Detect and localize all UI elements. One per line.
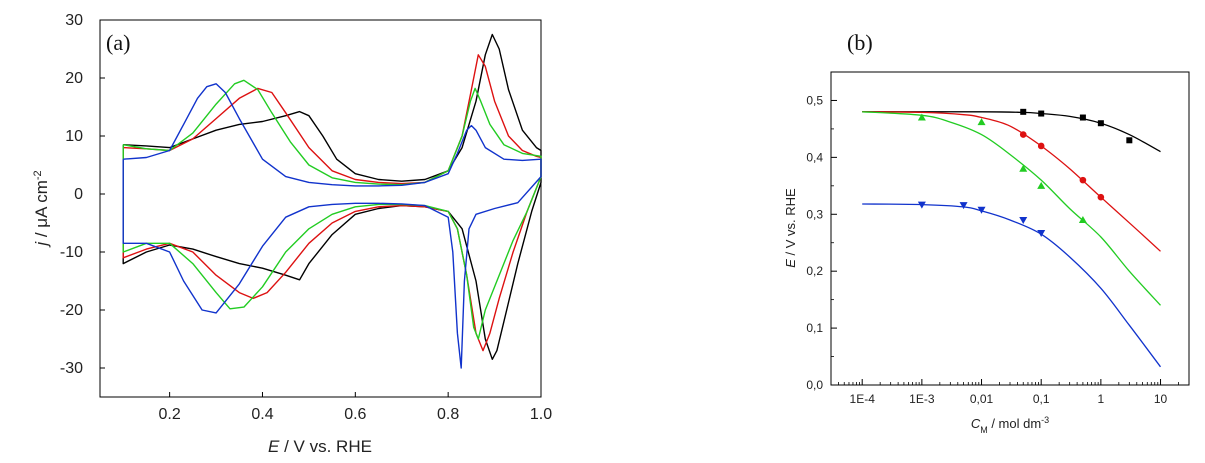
panel-a-cv-curve-0 (122, 33, 542, 360)
panel-b-y-tick-label-3: 0,3 (806, 207, 823, 221)
panel-b-marker-0-0 (1020, 108, 1027, 115)
panel-b-x-axis-var: C (971, 416, 981, 431)
panel-a-x-tick-label-4: 1.0 (530, 406, 552, 423)
panel-b-marker-2-0 (917, 113, 926, 121)
panel-b-y-axis-unit: / V vs. RHE (783, 188, 798, 259)
panel-b-marker-3-2 (977, 206, 986, 214)
panel-b-marker-3-0 (917, 201, 926, 209)
panel-a-x-tick-label-3: 0.8 (437, 406, 459, 423)
panel-b-x-tick-label-2: 0,01 (970, 392, 994, 406)
panel-b-x-axis-title: CM / mol dm-3 (971, 415, 1049, 435)
panel-b-marker-2-3 (1037, 181, 1046, 189)
panel-b-x-axis-exponent: -3 (1041, 415, 1049, 425)
panel-b-fit-curve-0 (862, 111, 1161, 153)
panel-b-y-tick-label-0: 0,0 (806, 378, 823, 392)
panel-b-marker-2-1 (977, 118, 986, 126)
panel-a-y-tick-label-0: 30 (65, 12, 83, 29)
panel-a-x-axis-unit: / V vs. RHE (279, 437, 372, 456)
panel-a-y-tick-label-2: 10 (65, 128, 83, 145)
panel-a-curves (122, 33, 542, 369)
panel-a-x-tick-label-2: 0.6 (344, 406, 366, 423)
panel-b-y-tick-label-2: 0,2 (806, 264, 823, 278)
panel-a: 0.2 0.4 0.6 0.8 1.0 30 20 10 0 -10 -20 -30 (a) E / … (32, 12, 552, 456)
panel-a-x-tick-label-1: 0.4 (251, 406, 273, 423)
panel-b-marker-1-1 (1037, 142, 1045, 150)
panel-b-y-axis-title: E / V vs. RHE (783, 188, 798, 268)
panel-b-curves (862, 108, 1162, 368)
panel-b-marker-0-3 (1097, 120, 1104, 127)
panel-b-fit-curve-1 (862, 111, 1161, 252)
panel-b-marker-0-4 (1126, 137, 1133, 144)
panel-a-y-tick-label-3: 0 (74, 186, 83, 203)
panel-b-x-axis-subscript: M (980, 425, 988, 435)
panel-b-x-tick-label-0: 1E-4 (850, 392, 876, 406)
panel-b-fit-curve-3 (862, 203, 1162, 368)
panel-b-marker-3-1 (959, 202, 968, 210)
panel-a-y-tick-label-6: -30 (60, 360, 83, 377)
panel-b-x-tick-label-1: 1E-3 (909, 392, 935, 406)
panel-b-marker-1-0 (1019, 131, 1027, 138)
panel-a-y-tick-label-4: -10 (60, 244, 83, 261)
panel-a-cv-curve-1 (122, 54, 542, 352)
panel-a-y-axis-exponent: -2 (32, 170, 44, 180)
panel-a-y-axis-unit: / μA cm (32, 180, 51, 242)
panel-b: 1E-4 1E-3 0,01 0,1 1 10 0,0 0,1 0,2 0,3 0,4 0,5 (b)… (783, 30, 1190, 435)
panel-b-marker-0-1 (1038, 110, 1045, 117)
panel-b-marker-3-4 (1037, 230, 1046, 238)
panel-b-marker-0-2 (1079, 114, 1086, 121)
panel-b-label: (b) (847, 30, 873, 55)
panel-b-y-axis-var: E (783, 259, 798, 268)
panel-a-y-axis-title: j / μA cm-2 (32, 170, 51, 247)
panel-b-x-tick-label-5: 10 (1154, 392, 1168, 406)
panel-b-x-tick-label-4: 1 (1098, 392, 1105, 406)
panel-a-y-tick-label-1: 20 (65, 70, 83, 87)
panel-b-x-axis-unit: / mol dm (988, 416, 1041, 431)
panel-b-marker-2-2 (1019, 164, 1028, 172)
panel-a-y-axis-var: j (32, 241, 51, 248)
panel-a-label: (a) (106, 30, 130, 55)
panel-b-x-tick-label-3: 0,1 (1033, 392, 1050, 406)
panel-b-ticks: 1E-4 1E-3 0,01 0,1 1 10 0,0 0,1 0,2 0,3 0,4 0,5 (806, 71, 1190, 406)
panel-a-ticks: 0.2 0.4 0.6 0.8 1.0 30 20 10 0 -10 -20 -30 (60, 12, 552, 423)
panel-b-fit-curve-2 (862, 111, 1161, 306)
panel-a-cv-curve-3 (122, 83, 542, 369)
panel-a-x-tick-label-0: 0.2 (159, 406, 181, 423)
panel-b-y-tick-label-4: 0,4 (806, 150, 823, 164)
panel-b-y-tick-label-5: 0,5 (806, 93, 823, 107)
panel-b-marker-1-3 (1097, 193, 1105, 201)
panel-b-marker-1-2 (1079, 176, 1087, 184)
panel-b-marker-3-3 (1019, 216, 1028, 224)
panel-a-plot-frame (99, 19, 542, 398)
panel-a-x-axis-var: E (268, 437, 280, 456)
panel-b-y-tick-label-1: 0,1 (806, 321, 823, 335)
panel-a-y-tick-label-5: -20 (60, 302, 83, 319)
panel-a-x-axis-title: E / V vs. RHE (268, 437, 372, 456)
panel-b-marker-2-4 (1078, 215, 1087, 223)
